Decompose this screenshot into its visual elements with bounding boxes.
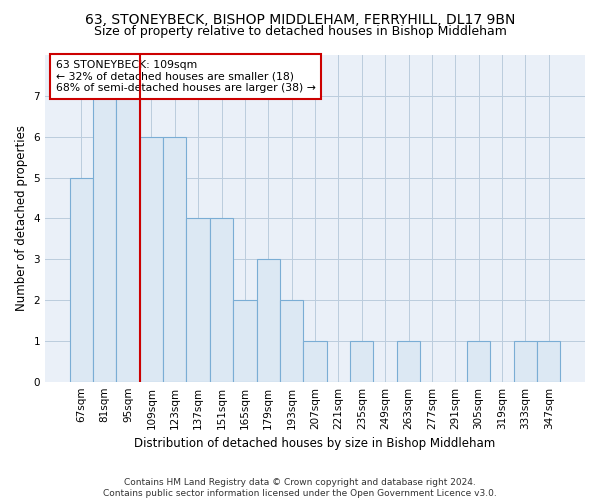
Bar xyxy=(187,218,210,382)
Bar xyxy=(280,300,304,382)
Bar xyxy=(210,218,233,382)
Bar xyxy=(93,96,116,382)
Bar xyxy=(70,178,93,382)
Bar xyxy=(140,136,163,382)
Bar xyxy=(163,136,187,382)
Bar xyxy=(514,341,537,382)
Text: 63 STONEYBECK: 109sqm
← 32% of detached houses are smaller (18)
68% of semi-deta: 63 STONEYBECK: 109sqm ← 32% of detached … xyxy=(56,60,316,93)
Bar xyxy=(467,341,490,382)
Text: Contains HM Land Registry data © Crown copyright and database right 2024.
Contai: Contains HM Land Registry data © Crown c… xyxy=(103,478,497,498)
Bar xyxy=(537,341,560,382)
Y-axis label: Number of detached properties: Number of detached properties xyxy=(15,126,28,312)
Bar xyxy=(233,300,257,382)
Text: Size of property relative to detached houses in Bishop Middleham: Size of property relative to detached ho… xyxy=(94,25,506,38)
Bar xyxy=(304,341,327,382)
X-axis label: Distribution of detached houses by size in Bishop Middleham: Distribution of detached houses by size … xyxy=(134,437,496,450)
Bar xyxy=(397,341,420,382)
Bar xyxy=(350,341,373,382)
Bar xyxy=(257,259,280,382)
Text: 63, STONEYBECK, BISHOP MIDDLEHAM, FERRYHILL, DL17 9BN: 63, STONEYBECK, BISHOP MIDDLEHAM, FERRYH… xyxy=(85,12,515,26)
Bar xyxy=(116,96,140,382)
